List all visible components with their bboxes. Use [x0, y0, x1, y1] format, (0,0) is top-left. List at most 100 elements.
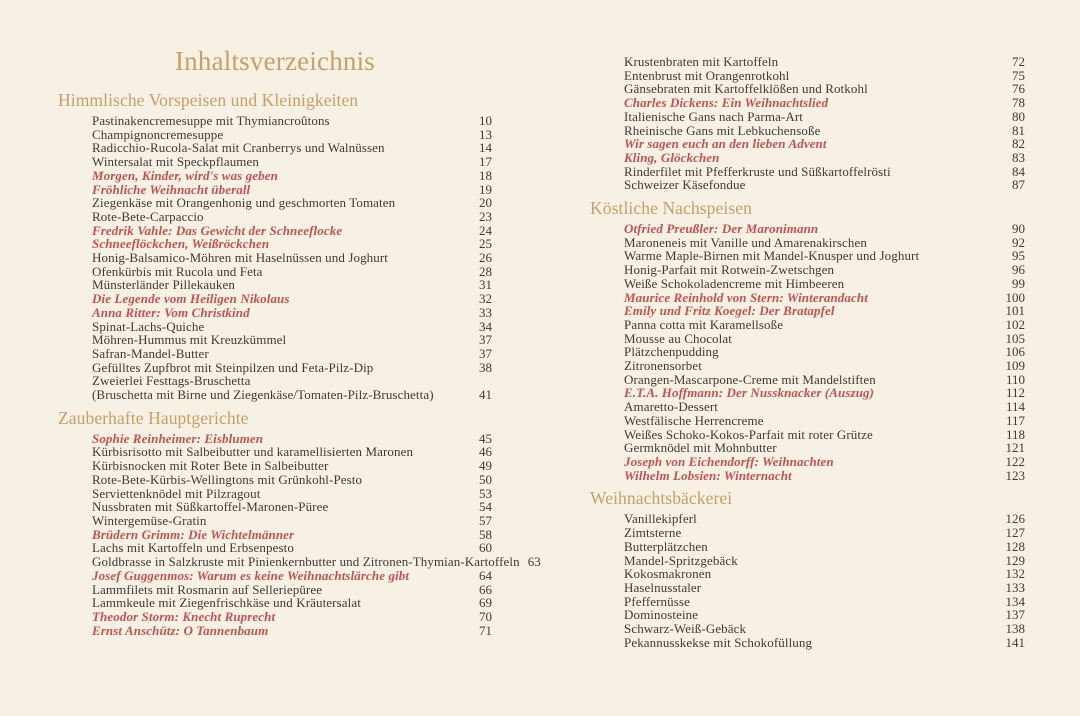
toc-entry-page: 75 [1012, 67, 1025, 83]
entry-list-mains: Sophie Reinheimer: Eisblumen 45 Kürbisri… [58, 430, 541, 638]
toc-entry-page: 64 [479, 567, 492, 583]
toc-entry-page: 76 [1012, 81, 1025, 97]
toc-entry-label: Wilhelm Lobsien: Winternacht [624, 467, 792, 483]
toc-entry-label: Entenbrust mit Orangenrotkohl [624, 67, 790, 83]
toc-entry: Ernst Anschütz: O Tannenbaum 71 [92, 622, 492, 638]
toc-entry: Safran-Mandel-Butter 37 [92, 347, 492, 361]
toc-entry: Amaretto-Dessert 114 [624, 400, 1025, 414]
toc-entry: Champignoncremesuppe 13 [92, 126, 492, 142]
toc-entry-page: 138 [1005, 621, 1026, 637]
toc-entry-label: Krustenbraten mit Kartoffeln [624, 54, 779, 69]
toc-entry: Mousse au Chocolat 105 [624, 331, 1025, 346]
toc-entry-label: Lammkeule mit Ziegenfrischkäse und Kräut… [92, 595, 361, 611]
toc-entry-page: 13 [479, 126, 492, 142]
toc-entry-page: 132 [1005, 566, 1026, 582]
toc-entry-label: Rheinische Gans mit Lebkuchensoße [624, 122, 821, 138]
toc-entry-label: Maroneneis mit Vanille und Amarenakirsch… [624, 234, 867, 250]
toc-entry-page: 41 [479, 387, 492, 403]
toc-entry: Morgen, Kinder, wird's was geben 18 [92, 169, 492, 183]
toc-entry-label: Kürbisrisotto mit Salbeibutter und karam… [92, 444, 414, 460]
toc-entry: Mandel-Spritzgebäck 129 [624, 552, 1025, 568]
toc-entry-page: 63 [527, 554, 541, 570]
toc-entry-page: 23 [479, 208, 492, 224]
toc-entry: Theodor Storm: Knecht Ruprecht 70 [92, 610, 492, 624]
entry-list-baking: Vanillekipferl 126 Zimtsterne 127 Butter… [590, 512, 1025, 649]
toc-entry-page: 133 [1005, 579, 1026, 595]
toc-entry-label: Lammfilets mit Rosmarin auf Selleriepüre… [92, 581, 323, 597]
toc-entry-label: Orangen-Mascarpone-Creme mit Mandelstift… [624, 371, 876, 387]
toc-entry: Joseph von Eichendorff: Weihnachten 122 [624, 455, 1025, 469]
toc-entry-label: Münsterländer Pillekauken [92, 277, 235, 293]
toc-entry-page: 31 [479, 277, 492, 293]
toc-entry: Ziegenkäse mit Orangenhonig und geschmor… [92, 196, 492, 210]
toc-entry-page: 45 [479, 430, 492, 446]
toc-entry: Westfälische Herrencreme 117 [624, 414, 1025, 428]
toc-entry: Nussbraten mit Süßkartoffel-Maronen-Püre… [92, 500, 492, 514]
toc-entry-label: Vanillekipferl [624, 511, 697, 527]
toc-entry: Serviettenknödel mit Pilzragout 53 [92, 485, 492, 501]
toc-entry: Gefülltes Zupfbrot mit Steinpilzen und F… [92, 360, 492, 375]
toc-entry: Münsterländer Pillekauken 31 [92, 278, 492, 292]
toc-entry: (Bruschetta mit Birne und Ziegenkäse/Tom… [92, 388, 492, 402]
toc-entry-page: 82 [1012, 136, 1025, 152]
toc-entry-label: Plätzchenpudding [624, 344, 719, 360]
toc-entry: Zimtsterne 127 [624, 526, 1025, 540]
toc-entry: Pfeffernüsse 134 [624, 593, 1025, 609]
toc-entry: Rote-Bete-Carpaccio 23 [92, 210, 492, 224]
toc-entry-page: 126 [1005, 511, 1026, 527]
toc-entry-label: Weißes Schoko-Kokos-Parfait mit roter Gr… [624, 426, 873, 442]
toc-entry-label: Ernst Anschütz: O Tannenbaum [92, 622, 269, 638]
toc-entry-label: Die Legende vom Heiligen Nikolaus [92, 291, 290, 307]
toc-entry-page: 53 [479, 485, 492, 501]
toc-entry-page: 106 [1005, 344, 1026, 360]
toc-entry: Weißes Schoko-Kokos-Parfait mit roter Gr… [624, 426, 1025, 442]
toc-entry-label: Pfeffernüsse [624, 593, 690, 609]
toc-entry: Dominosteine 137 [624, 608, 1025, 622]
toc-entry-label: Gänsebraten mit Kartoffelklößen und Rotk… [624, 81, 868, 97]
toc-entry: Die Legende vom Heiligen Nikolaus 32 [92, 292, 492, 306]
toc-entry-label: Westfälische Herrencreme [624, 412, 764, 428]
toc-entry-label: Rinderfilet mit Pfefferkruste und Süßkar… [624, 163, 891, 179]
toc-entry-page: 32 [479, 291, 492, 307]
toc-entry: Schneeflöckchen, Weißröckchen 25 [92, 237, 492, 251]
toc-entry-page: 72 [1012, 54, 1025, 69]
toc-entry: Kokosmakronen 132 [624, 567, 1025, 581]
toc-entry-page: 137 [1005, 607, 1026, 623]
toc-entry-label: Pastinakencremesuppe mit Thymiancroûtons [92, 113, 330, 128]
toc-entry-page: 25 [479, 236, 492, 252]
toc-entry-page: 141 [1005, 634, 1026, 650]
toc-entry: Italienische Gans nach Parma-Art 80 [624, 110, 1025, 124]
toc-entry: Maurice Reinhold von Stern: Winterandach… [624, 290, 1025, 305]
toc-entry-page: 10 [479, 113, 492, 128]
toc-entry: Plätzchenpudding 106 [624, 345, 1025, 359]
toc-entry-page: 99 [1012, 275, 1025, 291]
toc-entry-label: Haselnusstaler [624, 579, 702, 595]
toc-entry-label: Honig-Parfait mit Rotwein-Zwetschgen [624, 262, 835, 278]
toc-entry: Warme Maple-Birnen mit Mandel-Knusper un… [624, 249, 1025, 263]
toc-entry-label: Wintergemüse-Gratin [92, 512, 207, 528]
toc-right-page: Krustenbraten mit Kartoffeln 72 Entenbru… [590, 0, 1025, 649]
toc-entry-label: Fröhliche Weihnacht überall [92, 181, 251, 197]
toc-entry-label: Kokosmakronen [624, 566, 712, 582]
toc-entry: Kling, Glöckchen 83 [624, 151, 1025, 165]
toc-entry-label: Möhren-Hummus mit Kreuzkümmel [92, 332, 287, 348]
toc-entry: Butterplätzchen 128 [624, 540, 1025, 554]
toc-entry-page: 109 [1005, 358, 1026, 374]
toc-entry-page: 117 [1005, 412, 1025, 428]
toc-entry: Orangen-Mascarpone-Creme mit Mandelstift… [624, 373, 1025, 387]
toc-entry-page: 50 [479, 471, 492, 487]
page-title: Inhaltsverzeichnis [174, 46, 376, 76]
toc-entry: Anna Ritter: Vom Christkind 33 [92, 306, 492, 320]
toc-entry-page: 34 [479, 318, 492, 334]
toc-entry-page: 122 [1005, 453, 1026, 469]
entry-list-mains-continued: Krustenbraten mit Kartoffeln 72 Entenbru… [590, 0, 1025, 192]
toc-entry-label: Butterplätzchen [624, 538, 708, 554]
toc-entry-label: Ofenkürbis mit Rucola und Feta [92, 263, 263, 279]
toc-entry: Weiße Schokoladencreme mit Himbeeren 99 [624, 277, 1025, 291]
toc-entry: Brüdern Grimm: Die Wichtelmänner 58 [92, 527, 492, 542]
toc-entry: Germknödel mit Mohnbutter 121 [624, 441, 1025, 455]
toc-entry-label: Schweizer Käsefondue [624, 177, 746, 193]
toc-entry-label: Mandel-Spritzgebäck [624, 552, 738, 568]
toc-entry-page: 123 [1005, 467, 1026, 483]
toc-entry: Pastinakencremesuppe mit Thymiancroûtons… [92, 114, 492, 128]
